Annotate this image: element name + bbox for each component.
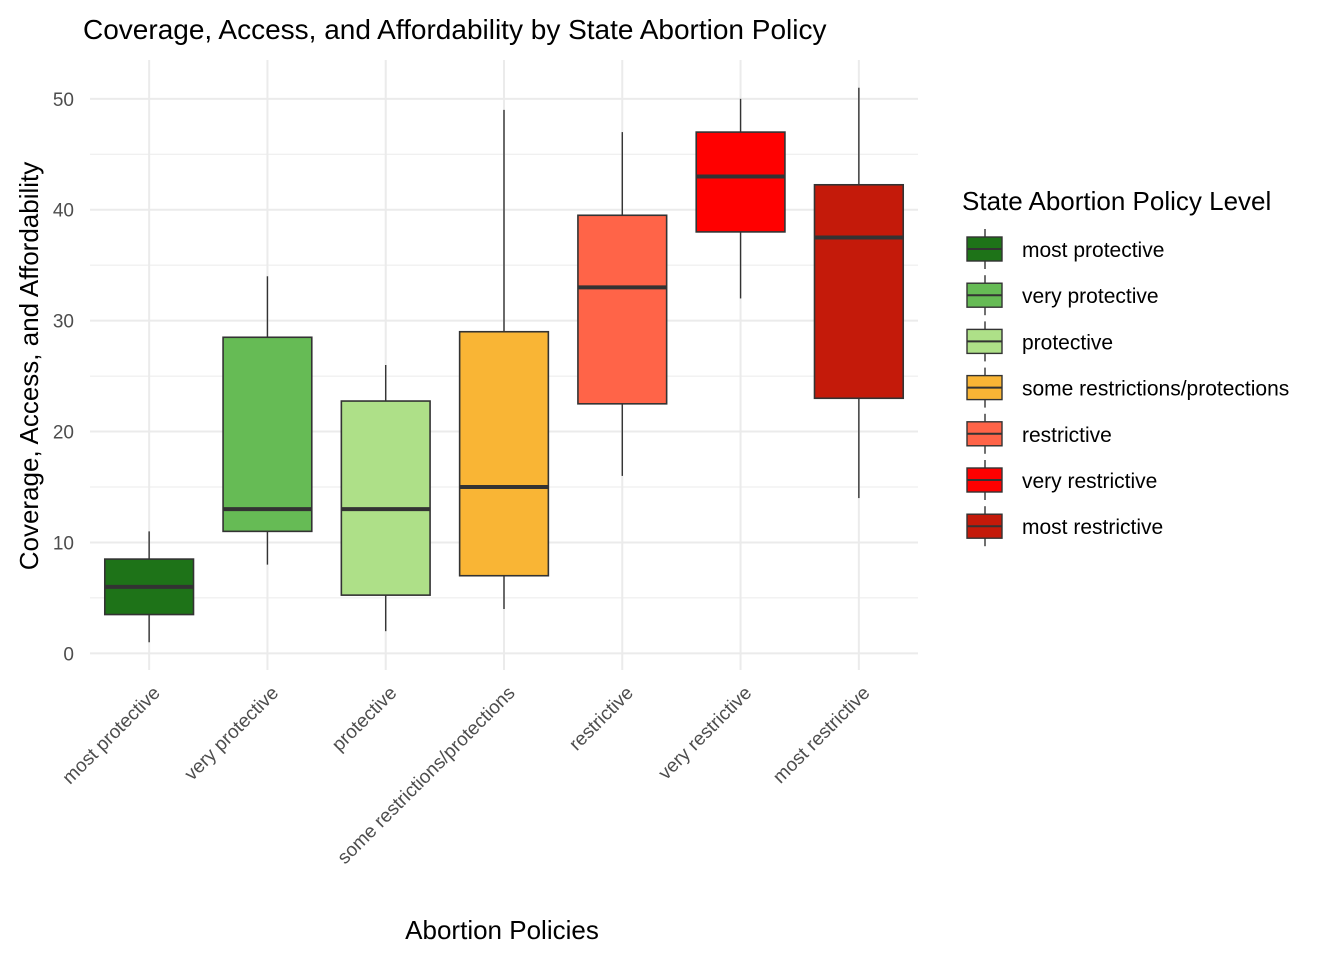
- box-6: [696, 99, 785, 299]
- legend-item: restrictive: [967, 414, 1112, 454]
- x-tick-label: restrictive: [565, 683, 637, 755]
- legend-item: very restrictive: [967, 460, 1157, 500]
- legend-title: State Abortion Policy Level: [962, 186, 1271, 216]
- box-iqr: [578, 215, 667, 404]
- box-plots: [105, 88, 903, 643]
- legend-item: most restrictive: [967, 506, 1163, 546]
- box-2: [223, 276, 312, 564]
- box-1: [105, 531, 194, 642]
- legend-label: very restrictive: [1022, 470, 1157, 493]
- y-tick-label: 0: [63, 644, 74, 665]
- legend-label: restrictive: [1022, 424, 1112, 447]
- x-tick-label: very restrictive: [655, 683, 756, 784]
- x-tick-label: most protective: [59, 683, 165, 789]
- legend-item: very protective: [967, 275, 1159, 315]
- box-iqr: [223, 337, 312, 531]
- y-tick-label: 20: [53, 423, 74, 444]
- y-tick-label: 10: [53, 533, 74, 554]
- legend-label: most restrictive: [1022, 516, 1163, 539]
- chart-title: Coverage, Access, and Affordability by S…: [83, 14, 826, 45]
- y-tick-label: 30: [53, 312, 74, 333]
- x-tick-label: very protective: [181, 683, 283, 785]
- x-tick-label: most restrictive: [769, 683, 874, 788]
- x-axis-ticks: most protective very protective protective…: [59, 683, 875, 869]
- x-tick-label: protective: [328, 683, 401, 756]
- legend-label: very protective: [1022, 285, 1159, 308]
- legend-label: most protective: [1022, 239, 1164, 262]
- legend: State Abortion Policy Level most protect…: [962, 186, 1289, 546]
- legend-item: some restrictions/protections: [967, 368, 1289, 408]
- y-tick-label: 50: [53, 90, 74, 111]
- legend-label: protective: [1022, 331, 1113, 354]
- legend-item: protective: [967, 321, 1113, 361]
- y-axis-ticks: 0 10 20 30 40 50: [53, 90, 74, 666]
- box-7: [815, 88, 904, 498]
- legend-label: some restrictions/protections: [1022, 378, 1289, 401]
- y-tick-label: 40: [53, 201, 74, 222]
- box-5: [578, 132, 667, 476]
- legend-item: most protective: [967, 229, 1164, 269]
- box-iqr: [696, 132, 785, 232]
- box-4: [460, 110, 549, 609]
- x-axis-title: Abortion Policies: [405, 915, 599, 945]
- box-iqr: [460, 332, 549, 576]
- box-iqr: [815, 185, 904, 398]
- y-axis-title: Coverage, Access, and Affordability: [14, 162, 44, 571]
- box-3: [341, 365, 430, 631]
- box-iqr: [341, 401, 430, 595]
